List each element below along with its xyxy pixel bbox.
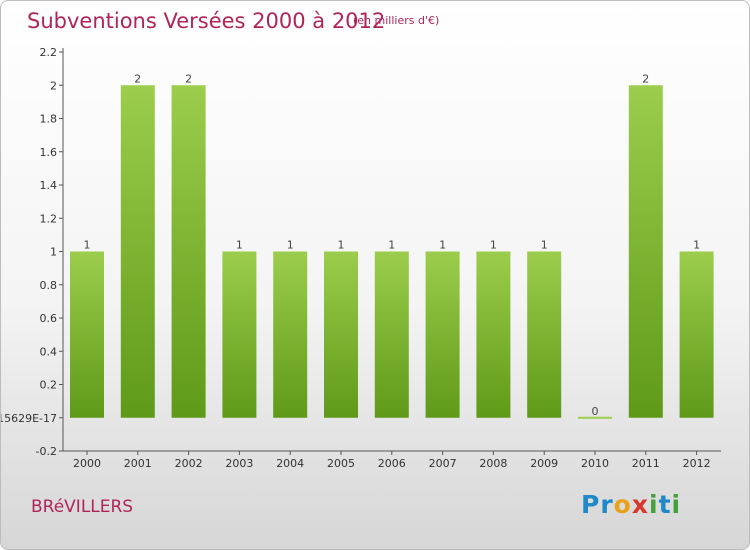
x-tick-label: 2007 bbox=[429, 457, 457, 470]
bar bbox=[374, 251, 409, 418]
bar bbox=[324, 251, 358, 418]
x-tick-label: 2005 bbox=[327, 457, 355, 470]
logo-letter: i bbox=[649, 490, 659, 519]
bar-value-label: 2 bbox=[134, 72, 141, 85]
x-tick-label: 2001 bbox=[124, 457, 152, 470]
bar-value-label: 1 bbox=[439, 239, 446, 252]
x-tick-label: 2008 bbox=[479, 457, 507, 470]
y-tick-label: 2 bbox=[50, 79, 57, 92]
y-tick-label: 1.6 bbox=[40, 146, 58, 159]
bar bbox=[120, 85, 155, 418]
x-tick-label: 2009 bbox=[530, 457, 558, 470]
x-tick-label: 2012 bbox=[683, 457, 711, 470]
y-tick-label: 1.8 bbox=[40, 113, 58, 126]
data-labels: 1 2 2 1 1 1 1 1 1 1 0 2 1 bbox=[84, 72, 701, 418]
x-tick-label: 2006 bbox=[378, 457, 406, 470]
y-tick-label: -1.415629E-17 bbox=[1, 412, 57, 425]
logo-letter: x bbox=[631, 490, 649, 519]
logo-letter: i bbox=[671, 490, 682, 519]
y-tick-label: 0.8 bbox=[40, 279, 58, 292]
logo-letter: r bbox=[600, 490, 614, 519]
bar-value-label: 1 bbox=[388, 239, 395, 252]
bar bbox=[222, 251, 257, 418]
commune-name: BRéVILLERS bbox=[31, 497, 134, 517]
bar-value-label: 1 bbox=[84, 239, 91, 252]
bar bbox=[70, 251, 104, 418]
bar bbox=[425, 251, 460, 418]
bar-value-label: 1 bbox=[287, 239, 294, 252]
bar-value-label: 2 bbox=[642, 72, 649, 85]
x-tick-label: 2010 bbox=[581, 457, 609, 470]
chart-title: Subventions Versées 2000 à 2012 bbox=[27, 9, 386, 33]
logo-letter: P bbox=[581, 490, 601, 519]
bar-value-label: 1 bbox=[693, 239, 700, 252]
bar-value-label: 1 bbox=[490, 239, 497, 252]
y-tick-label: 1 bbox=[50, 246, 57, 259]
x-tick-label: 2004 bbox=[276, 457, 304, 470]
bar bbox=[578, 416, 612, 419]
axes: -0.2 -1.415629E-17 0.2 0.4 0.6 0.8 1 1.2 1.4 1.6 1… bbox=[1, 46, 721, 470]
logo-letter: o bbox=[613, 490, 632, 519]
y-tick-label: 2.2 bbox=[40, 46, 58, 59]
x-tick-label: 2000 bbox=[73, 457, 101, 470]
x-tick-label: 2011 bbox=[632, 457, 660, 470]
bar-value-label: 0 bbox=[592, 405, 599, 418]
proxiti-logo: Proxiti bbox=[581, 490, 681, 519]
y-tick-label: 1.4 bbox=[40, 179, 58, 192]
y-tick-label: 0.6 bbox=[40, 312, 58, 325]
bar bbox=[171, 85, 206, 418]
bar bbox=[476, 251, 511, 418]
y-tick-label: 0.4 bbox=[40, 345, 58, 358]
y-tick-label: -0.2 bbox=[36, 445, 57, 458]
bar bbox=[679, 251, 714, 418]
bar-value-label: 1 bbox=[541, 239, 548, 252]
bars bbox=[70, 85, 714, 419]
bar bbox=[273, 251, 308, 418]
bar-value-label: 2 bbox=[185, 72, 192, 85]
bar-value-label: 1 bbox=[338, 239, 345, 252]
y-tick-label: 1.2 bbox=[40, 212, 58, 225]
x-tick-label: 2002 bbox=[175, 457, 203, 470]
bar bbox=[628, 85, 663, 418]
logo-letter: t bbox=[658, 490, 672, 519]
bar bbox=[527, 251, 562, 418]
chart-subtitle: (en milliers d'€) bbox=[353, 14, 440, 27]
bar-value-label: 1 bbox=[236, 239, 243, 252]
y-tick-label: 0.2 bbox=[40, 379, 58, 392]
x-tick-label: 2003 bbox=[225, 457, 253, 470]
